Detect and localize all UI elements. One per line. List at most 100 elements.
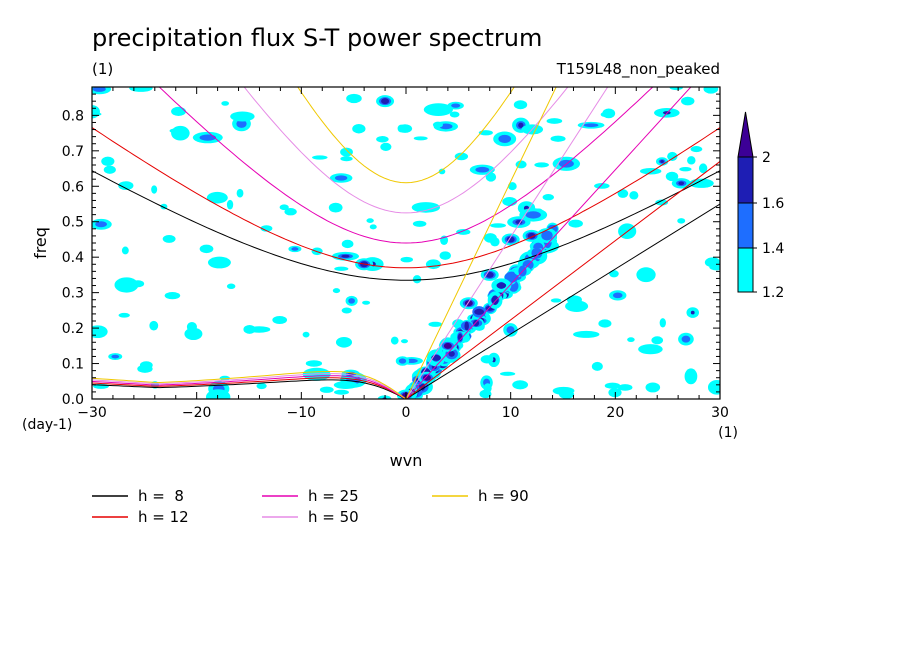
contour-patch	[398, 358, 407, 364]
contour-patch	[490, 237, 500, 247]
rossby-curve-h8	[92, 379, 407, 399]
contour-patch	[236, 119, 247, 128]
contour-patch	[332, 288, 341, 294]
contour-patch	[226, 199, 234, 210]
contour-patch	[703, 87, 719, 94]
kelvin-curve-h12	[405, 161, 720, 399]
contour-patch	[679, 166, 692, 172]
contour-patch	[659, 318, 666, 328]
y-tick-label: 0.6	[62, 179, 84, 195]
contour-patch	[559, 390, 575, 399]
colorbar-label: 1.6	[762, 196, 784, 212]
contour-patch	[205, 389, 231, 399]
inertia-gravity-curve-h25	[158, 87, 654, 244]
contour-patch	[162, 234, 176, 243]
x-tick-label: −20	[182, 405, 212, 421]
colorbar-segment-1.6	[737, 156, 754, 204]
contour-patch	[279, 204, 289, 211]
contour-patch	[334, 389, 349, 395]
contour-patch	[594, 182, 610, 189]
contour-patch	[92, 87, 106, 92]
contour-patch	[490, 223, 507, 228]
contour-patch	[629, 191, 639, 200]
inertia-gravity-curve-h50	[243, 87, 569, 214]
contour-patch	[312, 155, 328, 160]
contour-patch	[221, 101, 230, 106]
y-tick-label: 0.4	[62, 250, 84, 266]
contour-patch	[688, 178, 714, 188]
contour-patch	[186, 321, 197, 332]
x-unit-label: (1)	[718, 425, 738, 441]
contour-patch	[243, 324, 256, 334]
contour-patch	[302, 331, 310, 338]
x-tick-label: −30	[77, 405, 107, 421]
colorbar-segment-1.4	[737, 202, 754, 249]
spectral-peak-1	[422, 374, 431, 381]
contour-patch	[95, 221, 107, 228]
contour-patch	[550, 135, 566, 142]
ridge-patch	[541, 230, 553, 241]
contour-patch	[129, 87, 153, 92]
contour-patch	[617, 189, 629, 198]
contour-patch	[256, 382, 267, 390]
contour-patch	[319, 386, 334, 393]
legend-label-h50: h = 50	[308, 508, 359, 526]
contour-patch	[101, 156, 115, 166]
y-axis-label: freq	[31, 227, 50, 259]
kelvin-curve-h90	[405, 87, 557, 399]
contour-patch	[362, 300, 371, 305]
contour-patch	[617, 384, 633, 391]
contour-patch	[698, 163, 708, 174]
contour-patch	[507, 182, 517, 191]
contour-patch	[525, 211, 541, 219]
contour-patch	[598, 319, 612, 328]
contour-patch	[638, 344, 663, 355]
ridge-patch	[464, 321, 469, 331]
contour-patch	[411, 202, 441, 213]
contour-patch	[352, 123, 366, 134]
x-tick-label: 20	[606, 405, 624, 421]
contour-patch	[568, 219, 583, 228]
contour-patch	[651, 336, 664, 345]
contour-patch	[456, 228, 471, 235]
contour-patch	[677, 218, 686, 224]
contour-patch	[236, 188, 244, 198]
contour-patch	[690, 146, 703, 153]
contour-patch	[423, 103, 453, 116]
contour-patch	[131, 280, 145, 288]
y-tick-label: 0.0	[62, 392, 84, 408]
contour-patch	[340, 156, 353, 162]
experiment-label: T159L48_non_peaked	[556, 60, 720, 79]
contour-patch	[499, 371, 516, 376]
contour-patch	[272, 315, 288, 325]
rossby-curve-h90	[92, 371, 407, 399]
contour-patch	[305, 360, 323, 367]
legend-label-h25: h = 25	[308, 487, 359, 505]
contour-patch	[681, 96, 695, 106]
contour-patch	[502, 197, 518, 207]
contour-patch	[333, 381, 358, 389]
contour-patch	[534, 162, 549, 168]
contour-patch	[341, 254, 350, 258]
y-tick-label: 0.3	[62, 286, 84, 302]
x-axis: −30 −20 −10 0 10 20 30	[77, 87, 729, 421]
contour-patch	[451, 103, 461, 108]
rossby-curve-h12	[92, 377, 407, 399]
contour-patch	[439, 251, 451, 260]
contour-patch	[199, 134, 217, 141]
contour-patch	[665, 171, 679, 182]
contour-patch	[627, 337, 635, 343]
contour-patch	[550, 298, 562, 303]
contour-patch	[346, 93, 362, 104]
contour-patch	[121, 246, 129, 255]
dispersion-curves	[92, 87, 720, 399]
colorbar-label: 1.2	[762, 285, 784, 301]
contour-patch	[334, 175, 348, 181]
contour-patch	[485, 172, 497, 182]
y-tick-label: 0.7	[62, 144, 84, 160]
contour-patch	[513, 100, 528, 110]
colorbar: 1.2 1.4 1.6 2	[737, 111, 784, 301]
contour-patch	[413, 136, 428, 141]
contour-patch	[583, 123, 599, 128]
